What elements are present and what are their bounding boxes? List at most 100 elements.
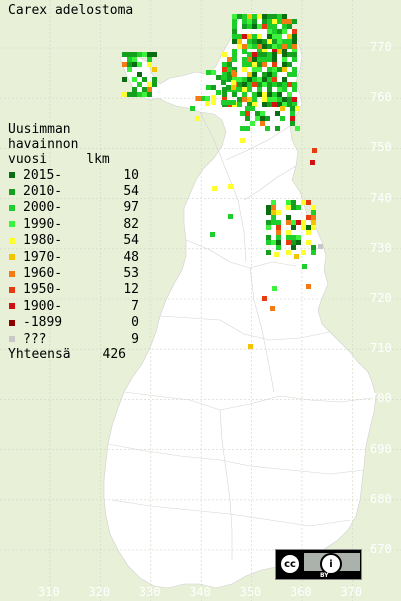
observation-cell xyxy=(277,67,282,72)
observation-cell xyxy=(276,220,281,225)
observation-cell xyxy=(267,72,272,77)
observation-cell xyxy=(211,85,216,90)
observation-cell xyxy=(196,96,201,101)
observation-cell xyxy=(242,92,247,97)
observation-cell xyxy=(211,70,216,75)
legend: Uusimman havainnon vuosi lkm 2015- 10 2010… xyxy=(8,122,139,363)
observation-cell xyxy=(255,116,260,121)
observation-cell xyxy=(282,39,287,44)
observation-cell xyxy=(242,19,247,24)
legend-swatch xyxy=(9,336,15,343)
observation-cell xyxy=(282,29,287,34)
observation-cell xyxy=(287,92,292,97)
legend-count: 54 xyxy=(123,184,139,200)
observation-cell xyxy=(255,111,260,116)
observation-cell xyxy=(227,67,232,72)
observation-cell xyxy=(210,232,215,237)
observation-cell xyxy=(132,77,137,82)
legend-count: 7 xyxy=(131,298,139,314)
observation-cell xyxy=(237,87,242,92)
observation-cell xyxy=(260,121,265,126)
observation-cell xyxy=(132,92,137,97)
observation-cell xyxy=(247,34,252,39)
observation-cell xyxy=(260,111,265,116)
observation-cell xyxy=(292,44,297,49)
observation-cell xyxy=(274,252,279,257)
observation-cell xyxy=(127,92,132,97)
observation-cell xyxy=(287,72,292,77)
observation-cell xyxy=(262,24,267,29)
observation-cell xyxy=(252,62,257,67)
observation-cell xyxy=(227,57,232,62)
observation-cell xyxy=(250,121,255,126)
observation-cell xyxy=(276,225,281,230)
observation-cell xyxy=(272,57,277,62)
observation-cell xyxy=(252,57,257,62)
observation-cell xyxy=(237,77,242,82)
observation-cell xyxy=(272,29,277,34)
observation-cell xyxy=(250,106,255,111)
y-axis-label: 760 xyxy=(370,90,392,105)
observation-cell xyxy=(237,14,242,19)
observation-cell xyxy=(276,245,281,250)
observation-cell xyxy=(277,44,282,49)
observation-cell xyxy=(280,106,285,111)
observation-cell xyxy=(242,34,247,39)
observation-cell xyxy=(231,80,236,85)
observation-cell xyxy=(292,87,297,92)
observation-cell xyxy=(247,87,252,92)
observation-cell xyxy=(257,92,262,97)
observation-cell xyxy=(262,97,267,102)
observation-cell xyxy=(240,138,245,143)
observation-cell xyxy=(311,205,316,210)
observation-cell xyxy=(310,160,315,165)
observation-cell xyxy=(271,220,276,225)
observation-cell xyxy=(257,82,262,87)
observation-cell xyxy=(195,116,200,121)
legend-count: 82 xyxy=(123,216,139,232)
observation-cell xyxy=(237,102,242,107)
x-axis-label: 310 xyxy=(38,585,60,599)
legend-header-1: Uusimman xyxy=(8,122,71,137)
observation-cell xyxy=(286,240,291,245)
observation-cell xyxy=(292,39,297,44)
observation-cell xyxy=(237,97,242,102)
legend-count: 53 xyxy=(123,266,139,282)
observation-cell xyxy=(232,92,237,97)
observation-cell xyxy=(245,106,250,111)
observation-cell xyxy=(292,49,297,54)
observation-cell xyxy=(257,39,262,44)
observation-cell xyxy=(232,19,237,24)
by-label: BY xyxy=(320,572,329,579)
legend-total-label: Yhteensä xyxy=(8,347,71,363)
observation-cell xyxy=(205,101,210,106)
observation-cell xyxy=(286,205,291,210)
observation-cell xyxy=(272,286,277,291)
observation-cell xyxy=(232,49,237,54)
observation-cell xyxy=(222,97,227,102)
observation-cell xyxy=(290,106,295,111)
observation-cell xyxy=(287,39,292,44)
observation-cell xyxy=(266,210,271,215)
observation-cell xyxy=(262,77,267,82)
observation-cell xyxy=(267,102,272,107)
observation-cell xyxy=(272,52,277,57)
observation-cell xyxy=(228,214,233,219)
observation-cell xyxy=(267,92,272,97)
observation-cell xyxy=(152,67,157,72)
observation-cell xyxy=(272,97,277,102)
observation-cell xyxy=(252,92,257,97)
observation-cell xyxy=(266,205,271,210)
observation-cell xyxy=(287,34,292,39)
observation-cell xyxy=(306,284,311,289)
observation-cell xyxy=(221,75,226,80)
observation-cell xyxy=(292,52,297,57)
observation-cell xyxy=(270,306,275,311)
legend-count: 0 xyxy=(131,315,139,331)
observation-cell xyxy=(277,19,282,24)
observation-cell xyxy=(286,220,291,225)
observation-cell xyxy=(152,82,157,87)
observation-cell xyxy=(286,235,291,240)
observation-cell xyxy=(282,44,287,49)
